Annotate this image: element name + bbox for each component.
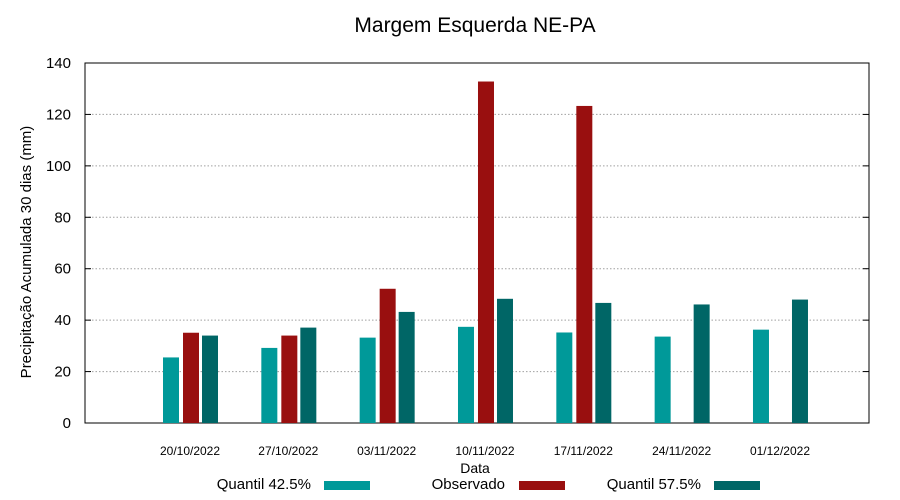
y-tick-label: 120: [46, 106, 71, 123]
x-tick-label: 17/11/2022: [554, 444, 613, 458]
y-tick-label: 60: [54, 261, 71, 278]
legend-label: Observado: [432, 476, 505, 493]
bar-observado: [281, 335, 298, 423]
legend-swatch: [714, 481, 760, 490]
x-tick-label: 24/11/2022: [652, 444, 711, 458]
bar-quantil-57-5: [595, 302, 612, 423]
y-tick-label: 80: [54, 209, 71, 226]
legend-swatch: [519, 481, 565, 490]
legend-label: Quantil 57.5%: [607, 476, 701, 493]
bar-observado: [576, 105, 593, 423]
x-tick-label: 10/11/2022: [455, 444, 514, 458]
x-tick-label: 03/11/2022: [357, 444, 416, 458]
bar-quantil-57-5: [496, 298, 513, 423]
bar-quantil-57-5: [693, 304, 710, 423]
grid-lines: [85, 113, 869, 373]
bar-quantil-42-5: [359, 337, 376, 423]
bar-quantil-42-5: [163, 357, 179, 423]
bar-quantil-57-5: [791, 299, 808, 423]
y-tick-label: 100: [46, 158, 71, 175]
bar-observado: [477, 81, 494, 423]
chart-title: Margem Esquerda NE-PA: [354, 14, 595, 37]
legend: Quantil 42.5% Observado Quantil 57.5%: [217, 476, 760, 493]
bar-quantil-57-5: [300, 327, 317, 423]
x-tick-label: 01/12/2022: [750, 444, 810, 458]
bar-quantil-42-5: [752, 329, 769, 423]
x-axis-label: Data: [460, 460, 490, 476]
y-tick-label: 40: [54, 312, 71, 329]
plot-area-frame: [84, 62, 870, 424]
y-axis: 0 20 40 60 80 100 120 140: [46, 55, 869, 432]
bar-observado: [183, 332, 199, 423]
bar-quantil-42-5: [457, 326, 474, 423]
bar-observado: [379, 288, 396, 423]
x-axis: 20/10/2022 27/10/2022 03/11/2022 10/11/2022…: [160, 444, 810, 458]
x-tick-label: 27/10/2022: [258, 444, 318, 458]
bars: [163, 81, 808, 423]
bar-quantil-42-5: [654, 336, 671, 423]
y-tick-label: 140: [46, 55, 71, 72]
y-tick-label: 20: [54, 364, 71, 381]
bar-quantil-42-5: [556, 332, 573, 423]
legend-swatch: [324, 481, 370, 490]
bar-quantil-57-5: [398, 311, 415, 423]
bar-quantil-57-5: [202, 335, 218, 423]
legend-label: Quantil 42.5%: [217, 476, 311, 493]
y-axis-label: Precipitação Acumulada 30 dias (mm): [18, 126, 35, 379]
y-tick-label: 0: [63, 415, 71, 432]
x-tick-label: 20/10/2022: [160, 444, 220, 458]
bar-quantil-42-5: [261, 347, 278, 423]
